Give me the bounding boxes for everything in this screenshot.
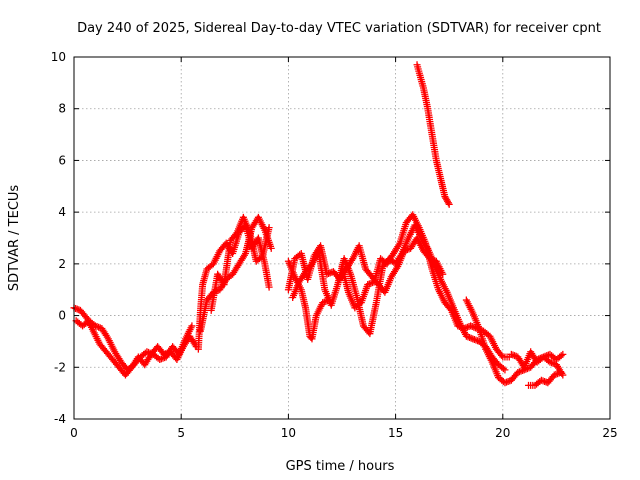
y-axis-label: SDTVAR / TECUs [7, 185, 22, 292]
data-point-marker [557, 352, 565, 360]
y-tick-label: -4 [54, 412, 66, 426]
y-tick-label: 6 [58, 153, 66, 167]
series-arc-10 [413, 61, 453, 208]
y-tick-label: 4 [58, 205, 66, 219]
x-tick-label: 20 [495, 426, 510, 440]
plot-frame [73, 56, 611, 420]
data-point-marker [188, 322, 196, 330]
series-arc-2 [72, 317, 196, 374]
data-point-marker [445, 200, 453, 208]
y-tick-label: 0 [58, 309, 66, 323]
data-marks [70, 61, 567, 389]
y-tick-label: 2 [58, 257, 66, 271]
x-axis-label: GPS time / hours [286, 459, 395, 474]
data-point-marker [498, 351, 506, 359]
data-point-marker [265, 224, 273, 232]
data-point-marker [499, 365, 507, 373]
y-tick-label: -2 [54, 360, 66, 374]
x-tick-label: 5 [177, 426, 185, 440]
chart-title: Day 240 of 2025, Sidereal Day-to-day VTE… [77, 21, 601, 36]
y-tick-label: 8 [58, 102, 66, 116]
data-point-marker [444, 199, 452, 207]
series-arc-5 [207, 213, 273, 314]
x-tick-label: 0 [70, 426, 78, 440]
x-tick-label: 25 [602, 426, 617, 440]
data-point-marker [559, 350, 567, 358]
x-tick-label: 10 [281, 426, 296, 440]
series-arc-12 [507, 348, 567, 371]
series-arc-13 [525, 368, 565, 389]
series-arc-3 [194, 221, 273, 353]
data-point-marker [557, 368, 565, 376]
data-point-marker [267, 244, 275, 252]
y-tick-label: 10 [51, 50, 66, 64]
data-point-marker [265, 283, 273, 291]
data-point-marker [501, 366, 509, 374]
series-arc-9 [338, 211, 513, 361]
x-tick-label: 15 [388, 426, 403, 440]
